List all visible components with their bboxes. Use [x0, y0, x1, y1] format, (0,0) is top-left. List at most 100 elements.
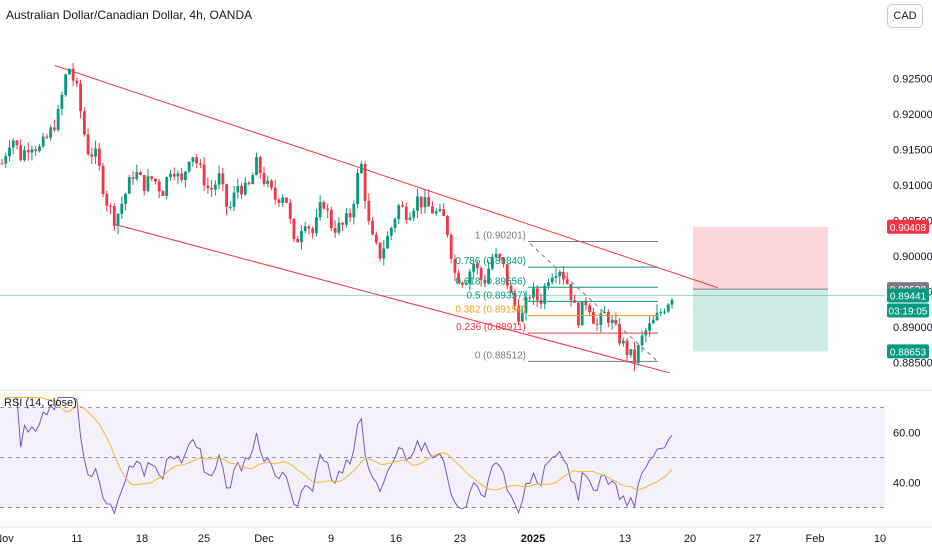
- candle: [382, 240, 386, 266]
- candle-body: [101, 165, 105, 195]
- candle-body: [53, 127, 56, 130]
- candle: [633, 342, 636, 372]
- candle: [363, 160, 367, 209]
- candle-body: [266, 180, 270, 184]
- time-tick-label: 9: [328, 533, 334, 545]
- candle: [457, 269, 461, 284]
- candle-body: [550, 277, 554, 283]
- candle-body: [524, 297, 528, 313]
- candle-body: [187, 161, 191, 172]
- candle-body: [483, 279, 487, 284]
- candle: [621, 337, 625, 347]
- candle: [165, 176, 169, 200]
- candle-body: [191, 157, 195, 162]
- candle-body: [45, 136, 49, 138]
- candle-body: [210, 187, 214, 190]
- candle: [71, 63, 75, 87]
- candle: [487, 261, 490, 285]
- candle: [580, 301, 584, 326]
- candle-body: [337, 222, 341, 233]
- candle-body: [371, 220, 374, 235]
- candle-body: [475, 263, 479, 269]
- candle: [453, 254, 457, 281]
- candle: [524, 290, 528, 321]
- candle: [4, 152, 8, 168]
- candle-body: [198, 163, 202, 165]
- candle-body: [97, 148, 101, 166]
- candle: [236, 178, 240, 199]
- candle-body: [49, 127, 53, 138]
- candle: [509, 282, 513, 294]
- candle: [490, 253, 494, 271]
- candle-body: [112, 205, 116, 226]
- candle: [19, 139, 23, 162]
- price-tick-label: 0.89000: [893, 322, 932, 334]
- candle-body: [281, 197, 285, 203]
- candle: [97, 143, 101, 171]
- candle: [438, 203, 442, 213]
- candle: [251, 172, 255, 185]
- candle-body: [255, 157, 258, 176]
- candle: [520, 306, 524, 323]
- candle-body: [180, 173, 184, 181]
- candle-body: [341, 222, 345, 225]
- candle: [90, 147, 94, 164]
- candle: [513, 289, 517, 311]
- candle-body: [124, 193, 127, 204]
- candle-body: [157, 181, 161, 192]
- candle-body: [431, 206, 434, 214]
- candle: [479, 266, 483, 287]
- candle-body: [539, 300, 543, 304]
- candle-body: [217, 173, 221, 185]
- candle-body: [374, 234, 378, 243]
- candle: [258, 155, 262, 179]
- candle-body: [663, 311, 666, 313]
- candle: [60, 91, 64, 116]
- price-label-box: [887, 344, 929, 359]
- candle-body: [666, 304, 670, 312]
- candle: [142, 174, 146, 196]
- candle: [378, 242, 382, 262]
- candle: [127, 174, 131, 194]
- fib-level-label: 0.382 (0.89159): [455, 304, 526, 315]
- candle-body: [464, 283, 468, 285]
- candle: [554, 267, 558, 284]
- candle: [79, 79, 83, 119]
- candle: [468, 269, 472, 291]
- candle-body: [595, 323, 599, 325]
- fib-level-label: 1 (0.90201): [475, 231, 526, 242]
- candle: [139, 170, 142, 176]
- time-tick-label: 25: [198, 533, 210, 545]
- candle: [232, 185, 236, 212]
- candle: [588, 303, 592, 317]
- candle: [416, 188, 419, 219]
- candle-body: [86, 134, 90, 155]
- candle-body: [565, 279, 569, 284]
- candle-body: [232, 192, 236, 207]
- price-tick-label: 0.91500: [893, 144, 932, 156]
- candle: [109, 203, 112, 215]
- time-tick-label: 16: [390, 533, 402, 545]
- candle-body: [90, 154, 94, 157]
- candle-body: [258, 157, 262, 174]
- candle: [228, 201, 232, 211]
- candle-body: [629, 349, 633, 356]
- candle: [221, 167, 225, 192]
- candle: [610, 315, 614, 330]
- candle-body: [348, 213, 352, 218]
- candle: [352, 200, 356, 225]
- currency-button[interactable]: CAD: [887, 4, 923, 28]
- rsi-line: [5, 397, 673, 515]
- candle: [273, 179, 277, 205]
- candle: [277, 198, 281, 208]
- candle-body: [603, 311, 607, 314]
- candle-body: [517, 305, 520, 322]
- candle-body: [599, 313, 603, 325]
- candle-body: [457, 272, 461, 283]
- candle-body: [150, 176, 154, 179]
- candle-body: [648, 323, 651, 331]
- fib-level-label: 0.236 (0.88911): [456, 322, 526, 333]
- candle-body: [520, 312, 524, 322]
- candle: [180, 167, 184, 183]
